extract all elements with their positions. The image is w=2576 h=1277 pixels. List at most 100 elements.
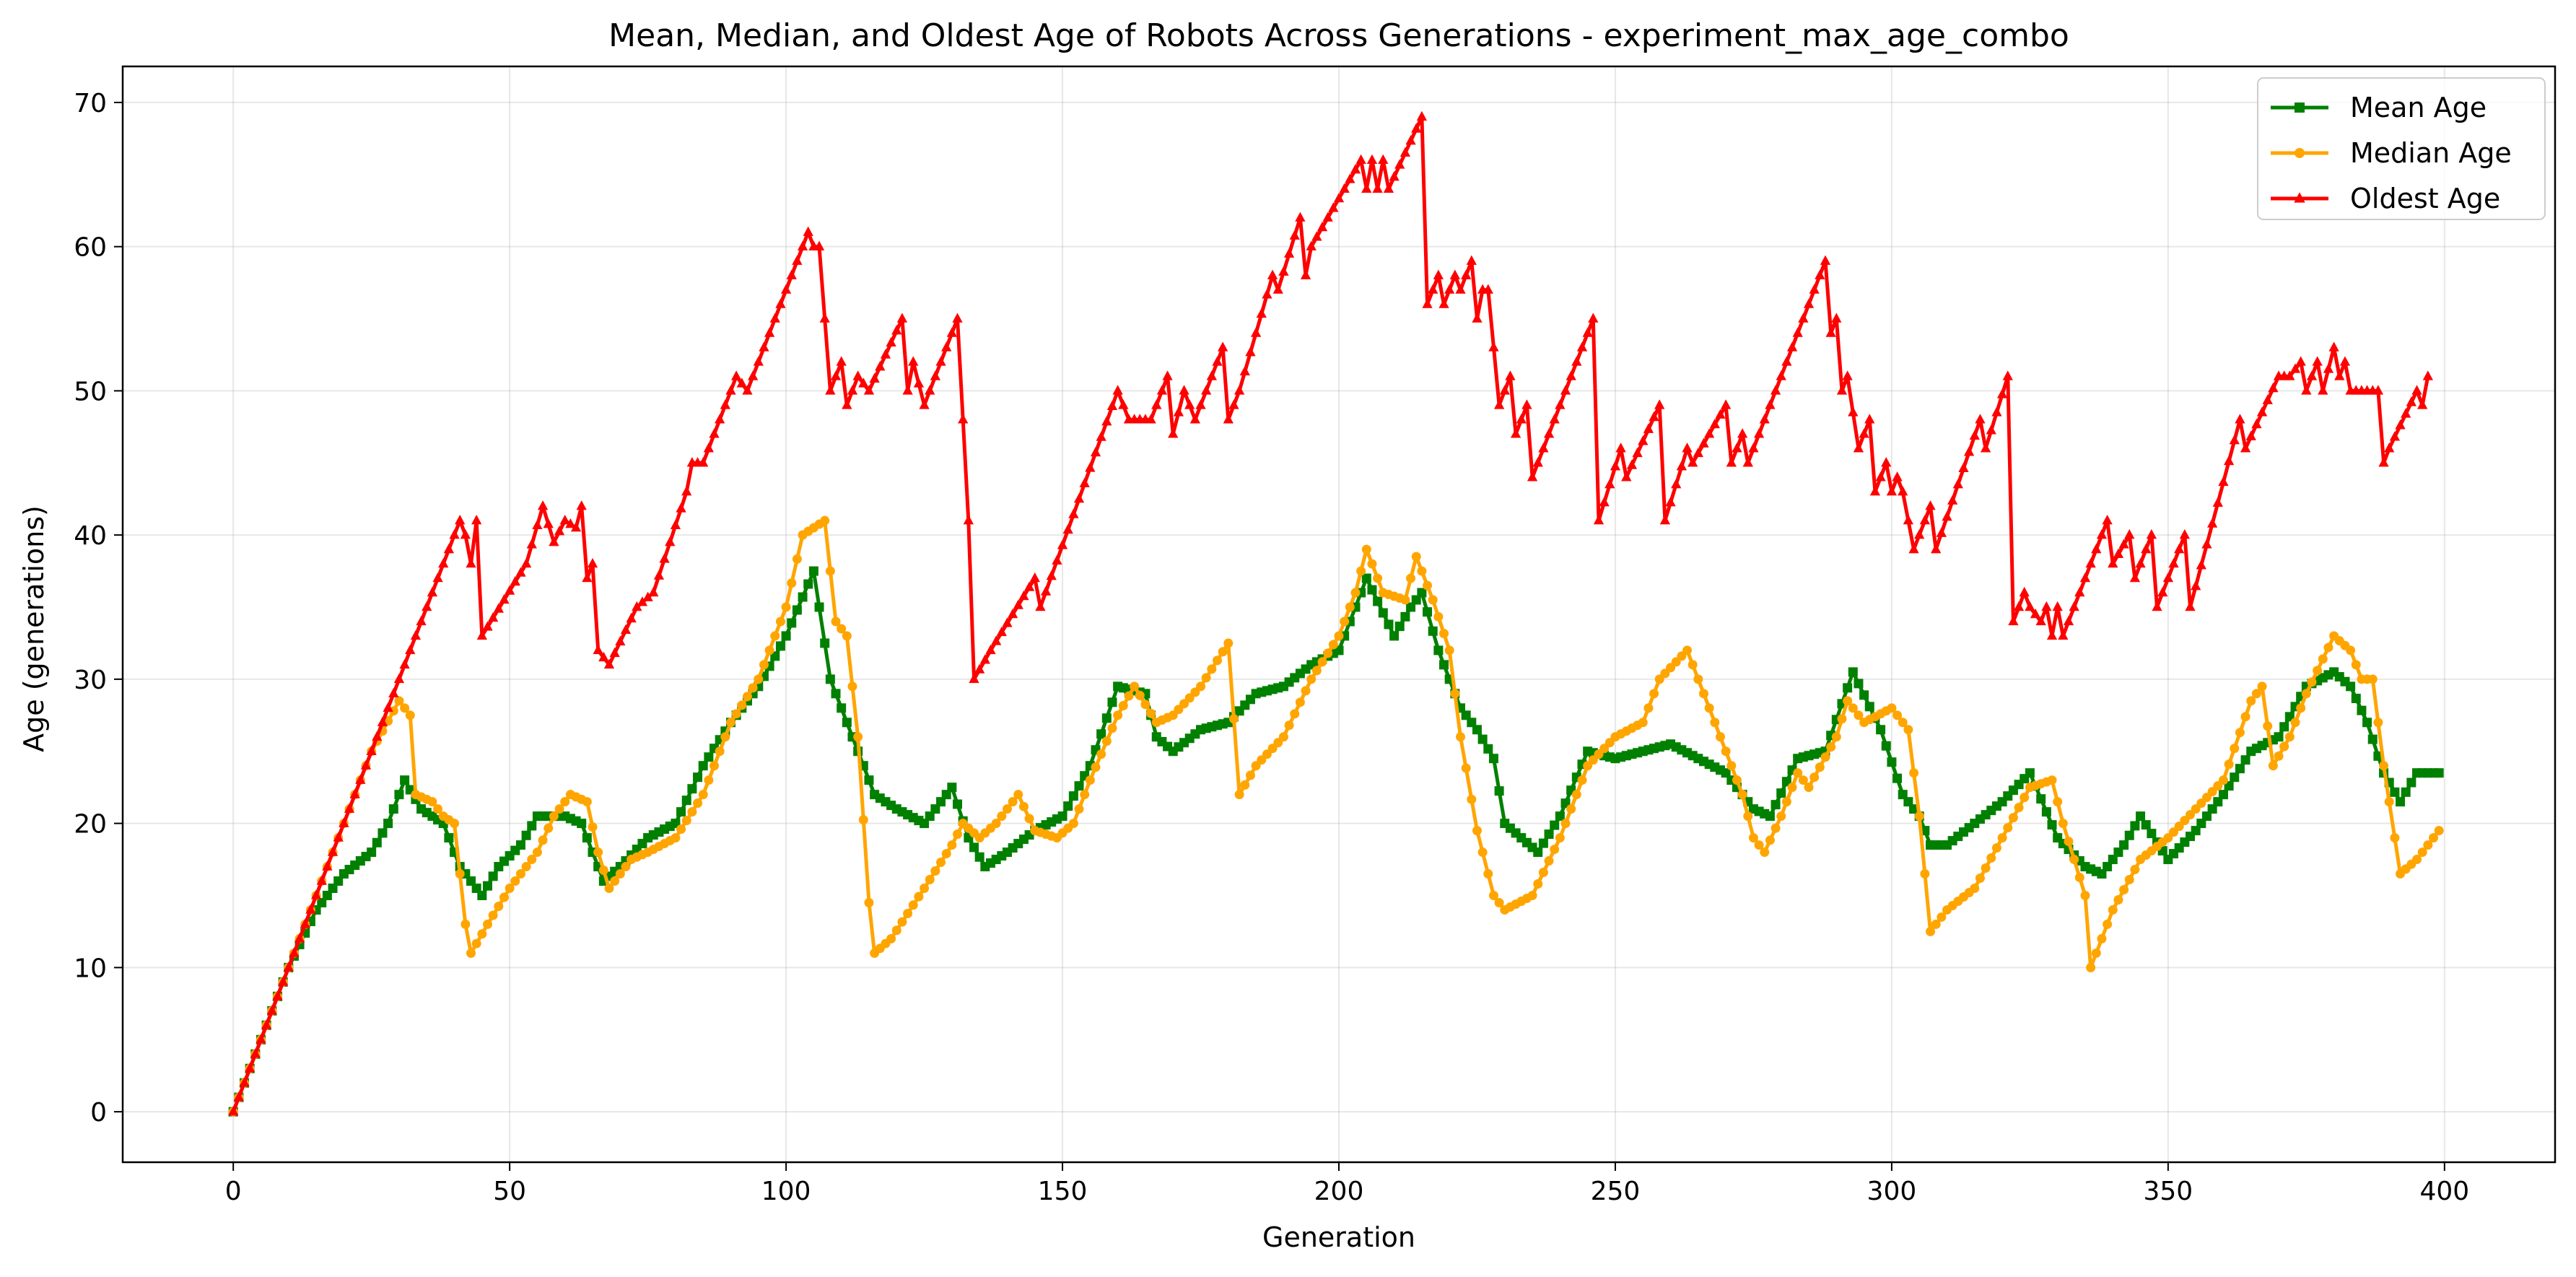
- data-point-oldest-age: [1289, 230, 1300, 240]
- data-point-mean-age: [1394, 622, 1405, 632]
- data-point-median-age: [2235, 728, 2245, 738]
- data-point-oldest-age: [245, 1063, 256, 1073]
- data-point-median-age: [2240, 712, 2250, 722]
- data-point-median-age: [693, 798, 703, 809]
- data-point-median-age: [1776, 811, 1786, 821]
- data-point-oldest-age: [549, 536, 559, 546]
- data-point-mean-age: [1765, 811, 1775, 821]
- x-axis-label: Generation: [1262, 1221, 1415, 1253]
- data-point-oldest-age: [1549, 414, 1560, 424]
- y-tick-label: 20: [74, 810, 107, 840]
- data-point-oldest-age: [1649, 411, 1659, 422]
- data-point-median-age: [1201, 673, 1211, 683]
- data-point-mean-age: [1864, 702, 1874, 712]
- data-point-oldest-age: [2096, 529, 2108, 539]
- data-point-median-age: [2119, 884, 2129, 894]
- data-point-oldest-age: [438, 557, 449, 568]
- data-point-median-age: [1477, 847, 1488, 858]
- data-point-oldest-age: [1803, 298, 1815, 308]
- data-point-oldest-age: [2185, 601, 2196, 611]
- data-point-median-age: [2257, 681, 2267, 692]
- data-point-median-age: [2074, 873, 2084, 883]
- data-point-median-age: [1577, 775, 1587, 785]
- data-point-mean-age: [798, 592, 808, 602]
- data-point-oldest-age: [653, 570, 665, 580]
- data-point-oldest-age: [405, 644, 416, 655]
- data-point-oldest-age: [1952, 479, 1963, 489]
- data-point-oldest-age: [902, 385, 913, 395]
- data-point-oldest-age: [2334, 370, 2345, 380]
- data-point-oldest-age: [449, 529, 460, 539]
- data-point-mean-age: [1887, 757, 1897, 767]
- data-point-oldest-age: [2372, 385, 2384, 395]
- data-point-median-age: [2047, 775, 2057, 785]
- data-point-mean-age: [930, 804, 940, 814]
- data-point-median-age: [792, 554, 802, 564]
- data-point-mean-age: [2401, 787, 2411, 797]
- data-point-median-age: [2367, 674, 2378, 684]
- data-point-oldest-age: [593, 644, 603, 655]
- data-point-median-age: [1218, 647, 1228, 657]
- axis-ticks: 0 50 100 150 200 250 300 350 400 0 10 20 30 40 50 60 70: [74, 89, 2469, 1206]
- data-point-median-age: [2313, 666, 2323, 676]
- data-point-mean-age: [2207, 804, 2217, 814]
- data-point-median-age: [1024, 814, 1034, 824]
- data-point-median-age: [1787, 783, 1797, 793]
- data-point-oldest-age: [1206, 370, 1217, 380]
- data-point-mean-age: [781, 631, 791, 641]
- data-point-oldest-age: [1101, 416, 1112, 426]
- data-point-oldest-age: [1914, 529, 1925, 539]
- data-point-oldest-age: [792, 255, 803, 265]
- data-point-median-age: [2307, 677, 2317, 687]
- data-point-median-age: [953, 829, 963, 840]
- data-point-oldest-age: [632, 601, 642, 611]
- data-point-median-age: [1091, 762, 1101, 772]
- data-point-median-age: [1704, 703, 1714, 713]
- data-point-oldest-age: [1156, 385, 1168, 395]
- data-point-median-age: [1323, 648, 1333, 658]
- data-point-oldest-age: [2030, 608, 2041, 619]
- data-point-oldest-age: [863, 385, 875, 395]
- data-point-oldest-age: [2025, 601, 2035, 611]
- data-point-oldest-age: [2118, 539, 2129, 549]
- y-tick-label: 30: [74, 666, 107, 695]
- data-point-oldest-age: [764, 327, 775, 337]
- data-point-oldest-age: [488, 611, 499, 622]
- data-point-oldest-age: [515, 567, 526, 577]
- data-point-oldest-age: [642, 591, 653, 601]
- legend-marker-median-age: [2295, 148, 2305, 158]
- data-point-mean-age: [1467, 718, 1477, 728]
- data-point-mean-age: [808, 566, 818, 576]
- data-point-mean-age: [704, 752, 714, 762]
- data-point-oldest-age: [1538, 443, 1549, 453]
- data-point-oldest-age: [1963, 446, 1975, 456]
- data-point-median-age: [543, 823, 554, 833]
- data-point-oldest-age: [1688, 457, 1698, 467]
- data-point-mean-age: [1477, 734, 1488, 744]
- data-point-median-age: [1107, 723, 1117, 733]
- data-point-oldest-age: [1704, 428, 1715, 438]
- data-point-oldest-age: [1272, 284, 1283, 294]
- data-point-median-age: [1804, 783, 1814, 793]
- data-point-mean-age: [2141, 820, 2151, 830]
- data-point-oldest-age: [676, 502, 686, 513]
- data-point-oldest-age: [2052, 601, 2063, 611]
- data-point-median-age: [1649, 689, 1659, 699]
- data-point-oldest-age: [1886, 486, 1898, 496]
- legend-label-oldest-age: Oldest Age: [2350, 183, 2500, 214]
- data-point-median-age: [1472, 826, 1482, 836]
- data-point-oldest-age: [952, 313, 963, 323]
- data-point-median-age: [2279, 741, 2289, 751]
- data-point-median-age: [515, 869, 525, 879]
- x-tick-label: 150: [1038, 1177, 1088, 1206]
- data-point-mean-age: [842, 718, 852, 728]
- data-point-oldest-age: [1499, 385, 1510, 395]
- data-point-median-age: [759, 660, 769, 670]
- data-point-oldest-age: [1947, 494, 1958, 505]
- data-point-median-age: [427, 797, 437, 807]
- data-point-median-age: [615, 869, 625, 879]
- y-tick-label: 10: [74, 954, 107, 983]
- data-point-median-age: [842, 631, 852, 641]
- data-point-median-age: [1483, 869, 1493, 879]
